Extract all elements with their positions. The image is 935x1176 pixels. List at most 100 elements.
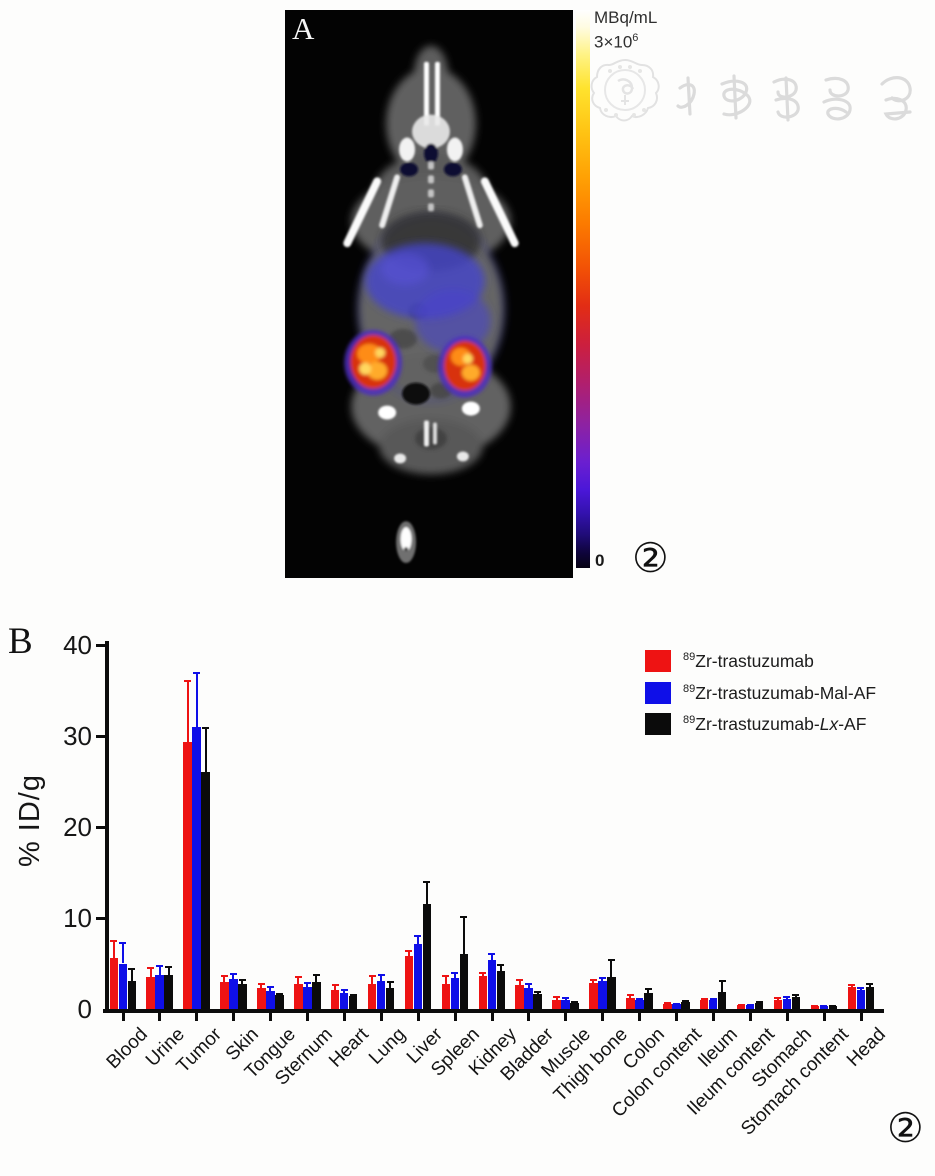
error-bar-cap	[238, 978, 246, 981]
error-bar-cap	[626, 994, 634, 997]
bar--zr-trastuzumab-mal-af	[376, 980, 386, 1009]
bar--zr-trastuzumab-lx-af	[275, 995, 284, 1009]
bar--zr-trastuzumab-mal-af	[450, 978, 460, 1009]
x-axis-line	[103, 1009, 884, 1013]
error-bar-cap	[848, 984, 856, 987]
x-axis-tick	[711, 1013, 715, 1021]
error-bar-cap	[119, 941, 127, 944]
bar--zr-trastuzumab-mal-af	[708, 999, 718, 1009]
error-bar-cap	[497, 964, 505, 967]
x-axis-tick	[121, 1013, 125, 1021]
error-bar-cap	[635, 998, 643, 1001]
error-bar-cap	[589, 978, 597, 981]
x-axis-tick	[527, 1013, 531, 1021]
pet-ct-mouse-image	[343, 45, 519, 564]
error-bar-cap	[460, 916, 468, 919]
error-bar-cap	[266, 986, 274, 989]
bar--zr-trastuzumab-lx-af	[127, 980, 136, 1009]
x-axis-tick	[675, 1013, 678, 1021]
error-bar-cap	[405, 949, 413, 952]
error-bar-cap	[866, 982, 874, 985]
error-bar-cap	[303, 981, 311, 984]
bar--zr-trastuzumab-lx-af	[791, 997, 801, 1009]
bar--zr-trastuzumab-lx-af	[865, 987, 874, 1009]
bar--zr-trastuzumab-lx-af	[644, 992, 653, 1009]
bar--zr-trastuzumab	[552, 999, 561, 1009]
error-bar-stem	[121, 941, 124, 964]
bar--zr-trastuzumab-lx-af	[496, 970, 505, 1009]
colorbar-title: MBq/mL 3×106	[594, 8, 657, 53]
error-bar-stem	[371, 975, 374, 984]
error-bar-cap	[423, 880, 431, 883]
error-bar-cap	[516, 978, 524, 981]
y-tick-label: 10	[63, 903, 92, 933]
error-bar-cap	[562, 997, 570, 1000]
bar--zr-trastuzumab-mal-af	[745, 1005, 755, 1009]
error-bar-cap	[128, 968, 136, 971]
bar--zr-trastuzumab-mal-af	[229, 978, 238, 1009]
bar--zr-trastuzumab-mal-af	[672, 1004, 681, 1009]
bar--zr-trastuzumab	[699, 999, 709, 1009]
bar--zr-trastuzumab-lx-af	[348, 996, 358, 1009]
y-axis-tick	[96, 916, 105, 920]
error-bar-cap	[386, 980, 394, 983]
error-bar-cap	[746, 1004, 754, 1007]
y-tick-label: 30	[63, 721, 92, 751]
error-bar-stem	[481, 971, 484, 977]
error-bar-cap	[709, 998, 717, 1001]
error-bar-cap	[811, 1005, 819, 1008]
bar--zr-trastuzumab-lx-af	[533, 993, 542, 1009]
error-bar-cap	[672, 1002, 680, 1005]
error-bar-stem	[232, 972, 235, 979]
error-bar-stem	[721, 979, 724, 992]
error-bar-cap	[755, 1000, 763, 1003]
bar--zr-trastuzumab-mal-af	[598, 980, 607, 1009]
error-bar-cap	[571, 1000, 579, 1003]
y-tick-label: 0	[77, 994, 92, 1024]
error-bar-cap	[156, 965, 164, 968]
x-axis-tick	[306, 1013, 309, 1021]
intensity-colorbar	[576, 10, 590, 568]
bar--zr-trastuzumab-mal-af	[192, 726, 201, 1009]
x-axis-tick	[490, 1013, 494, 1021]
bar--zr-trastuzumab-lx-af	[717, 991, 727, 1009]
error-bar-cap	[165, 966, 173, 969]
x-axis-tick	[748, 1013, 752, 1021]
bar--zr-trastuzumab	[183, 742, 192, 1009]
bar--zr-trastuzumab	[663, 1003, 672, 1009]
bar--zr-trastuzumab-mal-af	[856, 989, 865, 1009]
bar--zr-trastuzumab-mal-af	[155, 975, 164, 1009]
watermark-calligraphy	[676, 74, 912, 122]
error-bar-cap	[331, 983, 339, 986]
error-bar-stem	[462, 916, 465, 955]
bar--zr-trastuzumab-mal-af	[782, 998, 792, 1009]
error-bar-stem	[158, 965, 161, 976]
error-bar-stem	[380, 974, 383, 981]
bar--zr-trastuzumab-lx-af	[201, 772, 210, 1009]
bar--zr-trastuzumab-lx-af	[570, 1002, 579, 1009]
error-bar-cap	[681, 999, 689, 1002]
error-bar-cap	[193, 672, 201, 675]
error-bar-cap	[147, 967, 155, 970]
error-bar-cap	[220, 975, 228, 978]
error-bar-cap	[829, 1005, 837, 1008]
error-bar-cap	[783, 996, 791, 999]
bar--zr-trastuzumab	[294, 983, 303, 1009]
error-bar-stem	[130, 968, 133, 981]
pet-ct-image-panel: A	[285, 10, 573, 578]
bar--zr-trastuzumab	[257, 988, 266, 1009]
bar--zr-trastuzumab-lx-af	[238, 983, 247, 1009]
bar--zr-trastuzumab	[810, 1006, 820, 1009]
error-bar-stem	[297, 976, 300, 984]
legend-color-swatch	[645, 650, 671, 672]
bar--zr-trastuzumab-lx-af	[754, 1002, 764, 1009]
bar--zr-trastuzumab	[404, 956, 414, 1009]
x-axis-tick	[195, 1013, 199, 1021]
bar--zr-trastuzumab	[146, 977, 155, 1009]
error-bar-cap	[488, 953, 496, 956]
panel-a-figure-number: ②	[632, 535, 669, 581]
bar--zr-trastuzumab-lx-af	[459, 954, 469, 1009]
x-axis-tick	[638, 1013, 642, 1021]
legend-color-swatch	[645, 681, 671, 704]
error-bar-cap	[202, 726, 210, 729]
